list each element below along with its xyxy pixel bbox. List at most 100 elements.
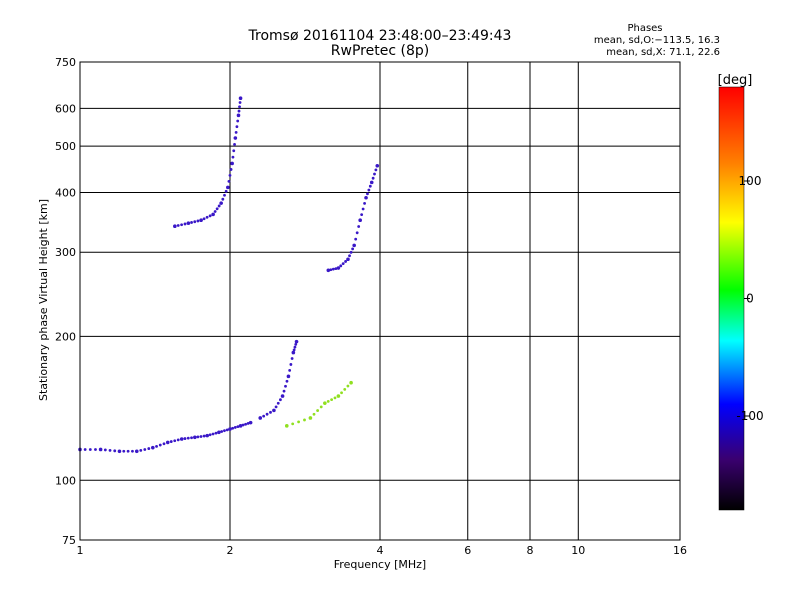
data-point bbox=[272, 408, 276, 413]
data-point bbox=[180, 223, 184, 227]
data-point bbox=[199, 435, 203, 438]
data-point bbox=[231, 426, 235, 430]
data-point bbox=[244, 422, 247, 426]
data-point bbox=[183, 437, 187, 440]
x-tick-label: 8 bbox=[527, 544, 534, 557]
data-point bbox=[113, 449, 117, 453]
data-point bbox=[190, 221, 193, 224]
data-point bbox=[214, 431, 218, 435]
data-point bbox=[205, 433, 209, 438]
y-tick-label: 500 bbox=[55, 140, 76, 153]
data-point bbox=[284, 384, 287, 388]
data-point bbox=[308, 416, 313, 420]
grid bbox=[80, 62, 680, 540]
data-point bbox=[183, 222, 187, 226]
data-point bbox=[290, 357, 294, 360]
data-point bbox=[269, 410, 272, 414]
y-tick-label: 100 bbox=[55, 474, 76, 487]
data-point bbox=[165, 440, 170, 445]
data-point bbox=[291, 350, 296, 355]
data-point bbox=[367, 188, 371, 192]
data-point bbox=[236, 113, 241, 118]
y-tick-label: 400 bbox=[55, 186, 76, 199]
data-point bbox=[179, 437, 184, 441]
data-point bbox=[131, 449, 134, 453]
data-point bbox=[205, 215, 209, 219]
data-point bbox=[371, 176, 375, 180]
data-point bbox=[199, 218, 203, 223]
legend-line-o: mean, sd,O:−113.5, 16.3 bbox=[594, 35, 720, 46]
y-tick-label: 300 bbox=[55, 246, 76, 259]
data-point bbox=[366, 192, 369, 196]
data-point bbox=[236, 425, 240, 429]
data-point bbox=[361, 207, 365, 211]
data-point bbox=[231, 155, 235, 159]
data-point bbox=[373, 172, 376, 176]
data-point bbox=[211, 212, 215, 217]
data-point bbox=[217, 430, 221, 435]
data-point bbox=[349, 250, 353, 254]
data-point bbox=[360, 213, 364, 216]
data-points bbox=[78, 96, 380, 454]
data-point bbox=[208, 214, 212, 218]
data-point bbox=[284, 424, 289, 428]
data-point bbox=[233, 136, 238, 140]
x-tick-label: 2 bbox=[227, 544, 234, 557]
data-point bbox=[158, 443, 162, 447]
data-point bbox=[237, 109, 241, 113]
data-point bbox=[88, 448, 92, 451]
data-point bbox=[186, 436, 190, 440]
data-point bbox=[291, 422, 295, 426]
data-point bbox=[173, 224, 177, 229]
data-point bbox=[374, 168, 378, 172]
x-tick-label: 10 bbox=[571, 544, 585, 557]
data-point bbox=[336, 394, 341, 398]
data-point bbox=[282, 389, 286, 393]
data-point bbox=[228, 427, 232, 431]
data-point bbox=[117, 449, 122, 454]
data-point bbox=[224, 189, 228, 193]
data-point bbox=[323, 401, 327, 405]
data-point bbox=[227, 179, 231, 183]
data-point bbox=[220, 430, 224, 433]
data-point bbox=[348, 254, 351, 258]
data-point bbox=[294, 342, 298, 346]
data-point bbox=[265, 412, 269, 416]
data-point bbox=[248, 420, 253, 425]
data-point bbox=[202, 434, 206, 438]
data-point bbox=[279, 398, 282, 402]
y-tick-label: 600 bbox=[55, 102, 76, 115]
data-point bbox=[288, 368, 292, 372]
data-point bbox=[186, 221, 191, 226]
data-point bbox=[358, 218, 362, 223]
data-point bbox=[241, 423, 245, 427]
data-point bbox=[375, 163, 380, 168]
data-point bbox=[344, 260, 347, 263]
data-point bbox=[357, 225, 361, 228]
chart-title: Tromsø 20161104 23:48:00–23:49:43 bbox=[248, 28, 512, 44]
y-axis-ticks: 75 100 200 300 400 500 600 750 bbox=[55, 56, 76, 547]
colorbar-tick-label: -100 bbox=[736, 409, 763, 423]
data-point bbox=[196, 219, 200, 223]
data-point bbox=[333, 396, 337, 400]
data-point bbox=[312, 412, 316, 416]
y-tick-label: 750 bbox=[55, 56, 76, 69]
data-point bbox=[221, 197, 225, 201]
y-tick-label: 200 bbox=[55, 330, 76, 343]
data-point bbox=[286, 374, 291, 379]
data-point bbox=[369, 180, 374, 185]
data-point bbox=[232, 149, 236, 153]
legend-title: Phases bbox=[627, 23, 662, 34]
data-point bbox=[346, 257, 350, 262]
data-point bbox=[352, 243, 356, 248]
data-point bbox=[330, 398, 334, 402]
data-point bbox=[230, 161, 234, 166]
colorbar-ticks: 100 0 -100 bbox=[736, 174, 763, 423]
data-point bbox=[202, 217, 206, 221]
data-point bbox=[235, 125, 239, 129]
data-point bbox=[334, 267, 338, 270]
legend-line-x: mean, sd,X: 71.1, 22.6 bbox=[606, 47, 720, 58]
data-point bbox=[223, 429, 226, 433]
data-point bbox=[215, 207, 219, 211]
